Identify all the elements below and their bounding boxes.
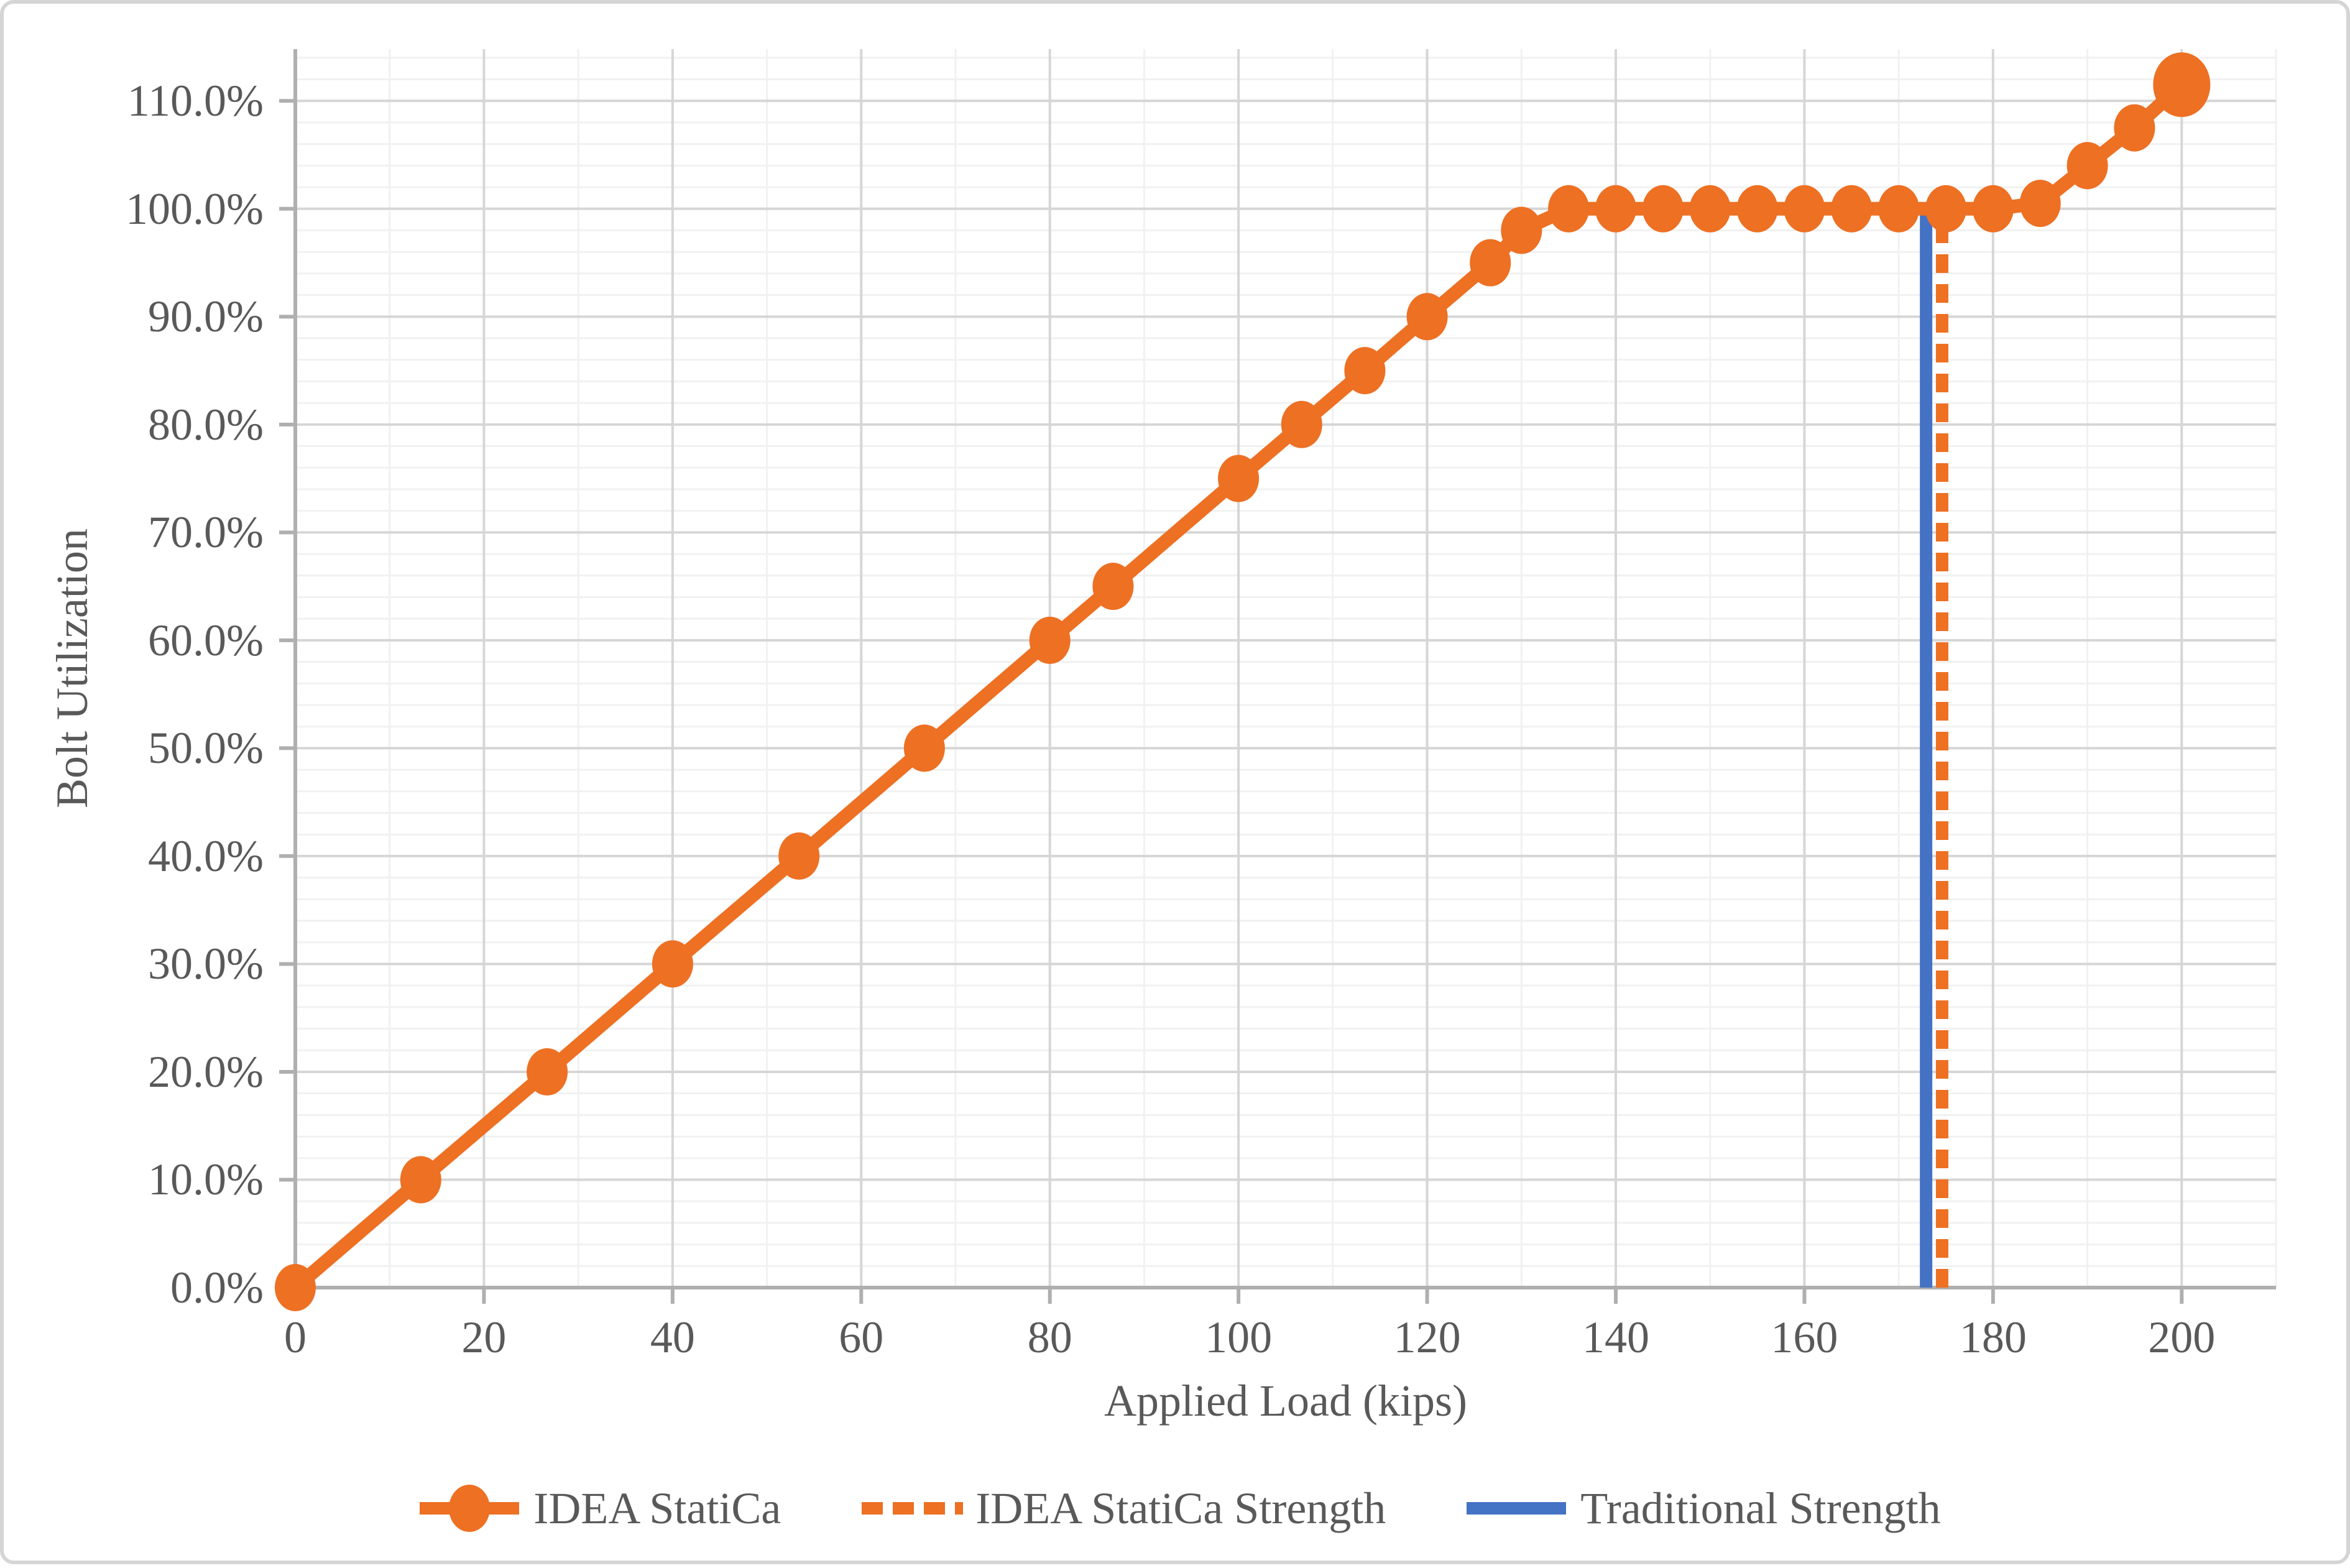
y-tick-label: 70.0% [148,507,264,558]
y-tick-label: 30.0% [148,939,264,989]
x-tick-label: 200 [2148,1312,2216,1362]
y-tick-label: 0.0% [170,1263,264,1312]
y-tick-label: 80.0% [148,399,264,450]
y-tick-label: 20.0% [148,1046,264,1097]
data-point-marker [1470,239,1511,287]
x-tick-label: 180 [1959,1312,2027,1362]
x-axis-title: Applied Load (kips) [1104,1376,1467,1426]
data-point-marker [1784,185,1825,233]
data-point-marker [1595,185,1636,233]
data-point-marker [1689,185,1731,233]
legend-label-idea-statica-strength: IDEA StatiCa Strength [975,1483,1386,1533]
y-tick-label: 100.0% [126,183,264,234]
data-point-marker [1831,185,1873,233]
data-point-marker [1218,454,1260,502]
plot-area [275,49,2277,1311]
data-point-marker [1548,185,1590,233]
data-point-marker [2114,104,2155,152]
data-point-marker [1344,347,1386,395]
y-tick-label: 60.0% [148,615,264,665]
x-tick-label: 20 [461,1312,507,1362]
y-tick-label: 110.0% [127,76,264,126]
y-tick-label: 10.0% [148,1155,264,1205]
legend-label-idea-statica: IDEA StatiCa [533,1483,781,1533]
legend-label-traditional-strength: Traditional Strength [1580,1483,1941,1533]
y-tick-label: 40.0% [148,831,264,881]
y-tick-label: 50.0% [148,723,264,773]
data-point-marker [2067,142,2108,190]
y-tick-label: 90.0% [148,292,264,342]
data-point-marker [903,724,945,772]
legend-item-traditional-strength: Traditional Strength [1463,1474,1941,1543]
x-tick-label: 0 [284,1312,306,1362]
data-point-marker [1736,185,1778,233]
x-tick-label: 140 [1582,1312,1649,1362]
x-tick-label: 160 [1771,1312,1838,1362]
data-point-marker [1029,616,1071,664]
idea-statica-series-line [288,78,2189,1294]
x-tick-label: 60 [839,1312,884,1362]
data-point-marker [1406,293,1448,341]
data-point-marker [1501,206,1542,254]
x-tick-label: 100 [1205,1312,1273,1362]
data-point-marker [1281,400,1322,448]
data-point-marker [2153,52,2211,118]
data-point-marker [527,1048,568,1095]
data-point-marker [2019,180,2061,228]
data-point-marker [275,1264,316,1311]
solid-line-swatch-icon [1467,1502,1567,1515]
x-tick-label: 80 [1027,1312,1072,1362]
legend: IDEA StatiCa IDEA StatiCa Strength Tradi… [4,1472,2350,1544]
y-axis-title: Bolt Utilization [47,528,97,808]
data-point-marker [652,940,693,988]
legend-item-idea-statica-strength: IDEA StatiCa Strength [859,1474,1386,1543]
data-point-marker [1972,185,2014,233]
data-point-marker [1092,563,1134,611]
data-point-marker [1878,185,1920,233]
x-tick-label: 120 [1393,1312,1461,1362]
data-point-marker [400,1156,441,1204]
data-point-marker [1642,185,1684,233]
legend-item-idea-statica: IDEA StatiCa [417,1474,781,1543]
line-with-marker-swatch-icon [420,1485,520,1532]
data-point-marker [1925,185,1966,233]
data-point-marker [778,832,820,880]
dashed-line-swatch-icon [862,1502,964,1515]
x-tick-label: 40 [650,1312,695,1362]
